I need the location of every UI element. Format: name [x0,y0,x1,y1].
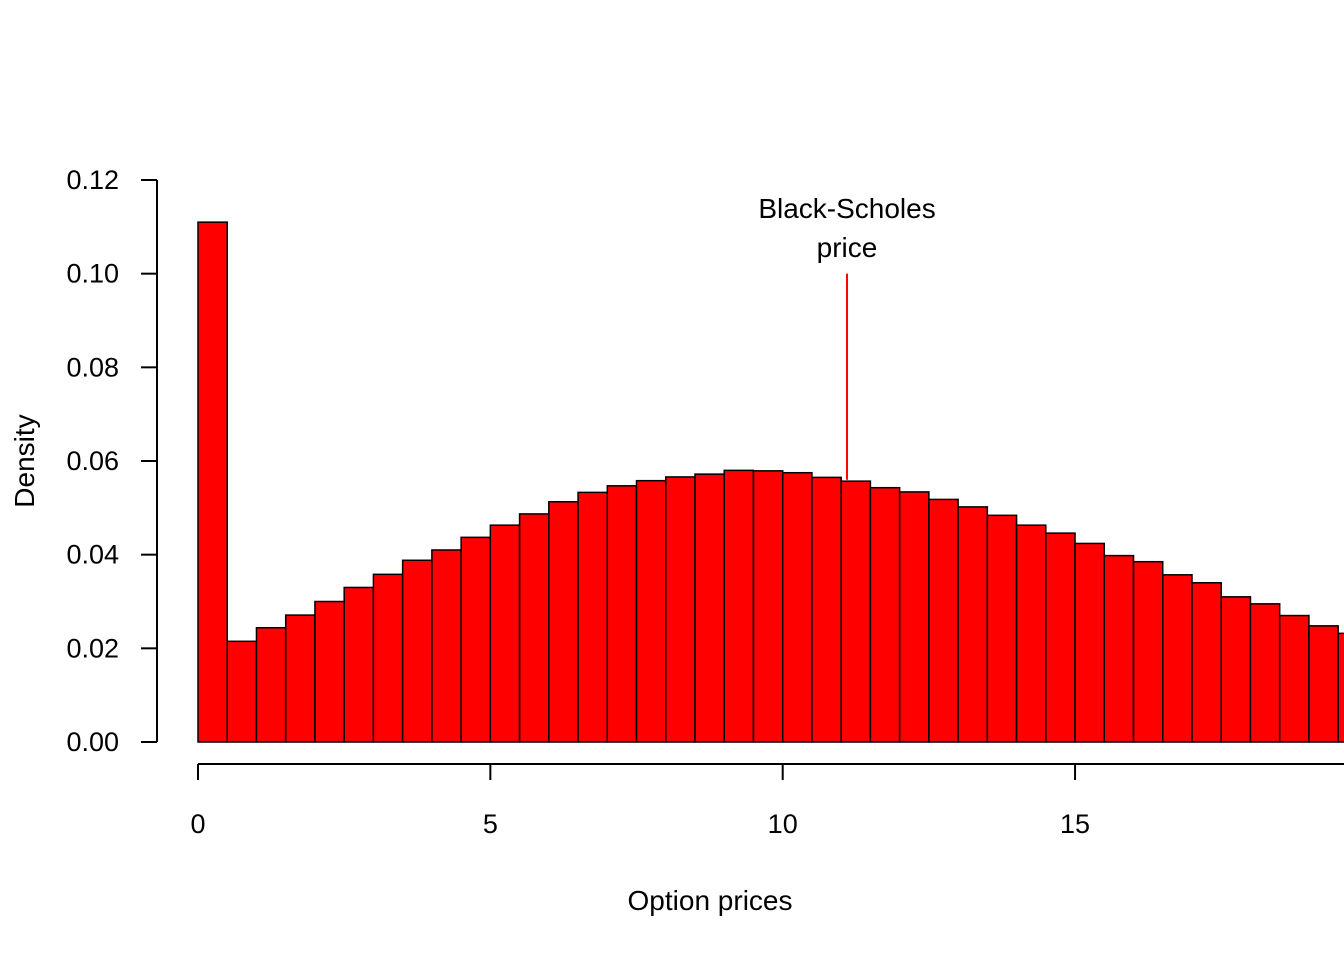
histogram-bar [548,501,579,743]
histogram-bar [1074,542,1106,743]
histogram-bar [898,491,930,743]
histogram-bar [635,479,667,743]
histogram-bar [1015,524,1047,743]
histogram-bar [1191,582,1222,743]
y-axis-title: Density [9,414,40,507]
annotation-label-line1: Black-Scholes [758,193,935,224]
histogram-bar [1162,574,1193,743]
histogram-bar [1045,532,1076,743]
histogram-bar [431,549,462,743]
x-tick-label: 0 [190,809,205,839]
histogram-bar [986,514,1018,743]
histogram-bar [197,221,228,743]
y-tick-label: 0.12 [66,165,119,195]
histogram-bar [606,485,638,743]
y-tick-label: 0.04 [66,540,119,570]
y-tick-label: 0.00 [66,727,119,757]
histogram-bar [840,480,872,743]
y-tick-label: 0.06 [66,446,119,476]
x-tick-label: 10 [768,809,798,839]
y-tick-label: 0.02 [66,633,119,663]
histogram-bar [577,491,609,743]
histogram-bar [343,586,375,743]
histogram-bar [489,524,521,743]
histogram-bar [1132,560,1164,743]
histogram-bar [1308,625,1339,743]
histogram-bar [869,486,901,743]
x-axis: 05101520253035 [190,763,1344,839]
histogram-bar [665,476,696,743]
histogram-bar [401,559,433,743]
histogram-bar [255,626,287,743]
x-tick-label: 5 [483,809,498,839]
histogram-bar [1337,632,1344,743]
histogram-bar [1220,596,1252,743]
annotation-label-line2: price [817,232,878,263]
histogram-bar [928,498,959,743]
histogram-bar [226,640,258,743]
histogram-bars [197,221,1344,743]
histogram-bar [752,470,784,743]
histogram-bar [957,506,989,743]
histogram-bar [460,536,492,743]
histogram-bar [1103,554,1135,743]
histogram-bar [1249,603,1281,743]
histogram-bar [314,600,345,743]
histogram-bar [372,573,404,743]
y-tick-label: 0.10 [66,259,119,289]
y-axis: 0.00 0.02 0.04 0.06 0.08 0.10 0.12 [66,165,158,757]
y-tick-label: 0.08 [66,352,119,382]
histogram-bar [694,473,725,743]
histogram-bar [284,614,316,743]
histogram-bar [781,471,813,743]
histogram-bar [811,476,842,743]
histogram-bar [1278,614,1310,743]
x-tick-label: 15 [1060,809,1090,839]
histogram-bar [518,513,550,743]
histogram-bar [723,469,755,743]
x-axis-title: Option prices [628,885,793,916]
